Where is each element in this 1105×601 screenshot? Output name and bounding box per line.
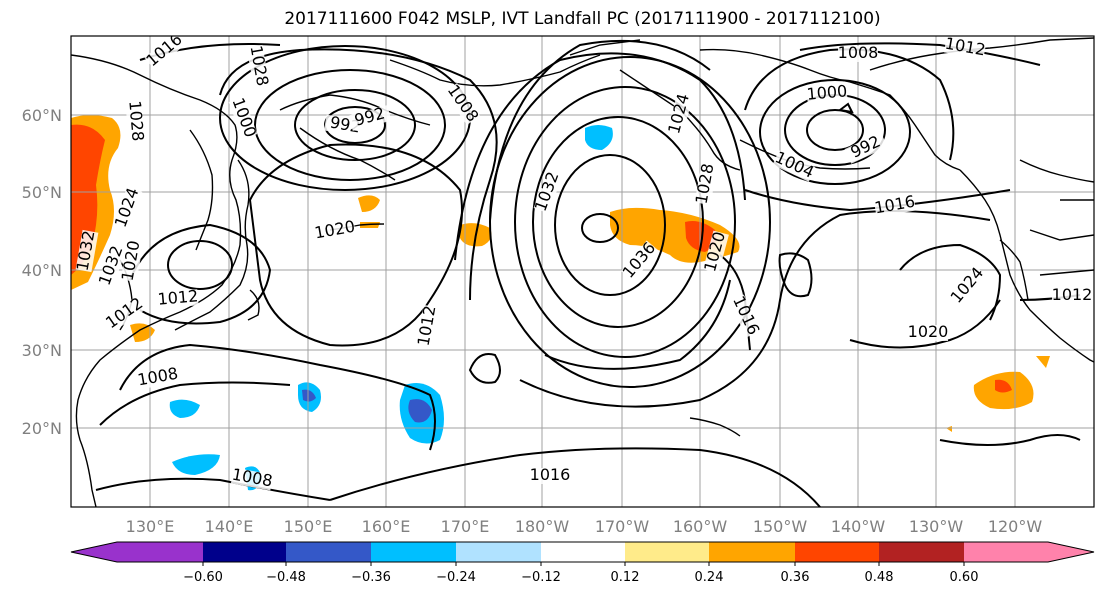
lon-tick-label: 170°W	[595, 517, 650, 536]
isobar-label-bg	[873, 194, 917, 218]
isobar-label: 1012	[157, 286, 199, 308]
lat-tick-label: 50°N	[22, 183, 62, 202]
isobar-label: 1020	[908, 322, 949, 341]
isobar-label-bg	[246, 44, 270, 88]
isobar-label-bg	[97, 244, 127, 288]
colorbar-segment	[371, 542, 456, 562]
latitude-labels: 60°N 50°N 40°N 30°N 20°N	[22, 106, 62, 438]
lat-tick-label: 30°N	[22, 341, 62, 360]
lon-tick-label: 130°E	[126, 517, 175, 536]
isobar-label-bg	[500, 0, 540, 4]
isobars	[95, 39, 1081, 507]
isobar-label-bg	[120, 239, 144, 283]
map-title: 2017111600 F042 MSLP, IVT Landfall PC (2…	[284, 9, 881, 29]
colorbar: −0.60 −0.48 −0.36 −0.24 −0.12 0.12 0.24 0.36 0.4…	[70, 541, 1095, 585]
lon-tick-label: 120°W	[988, 517, 1043, 536]
lat-tick-label: 20°N	[22, 419, 62, 438]
isobar-label-bg	[104, 295, 146, 333]
isobar-label-bg	[908, 325, 948, 341]
colorbar-segment	[795, 542, 879, 562]
isobar-label-bg	[480, 0, 520, 4]
isobar-label-bg	[230, 467, 274, 491]
isobar-label-bg	[228, 96, 258, 140]
isobar-label-bg	[533, 170, 563, 214]
lon-tick-label: 160°E	[362, 517, 411, 536]
isobar-label-bg	[416, 304, 440, 348]
isobar-label-bg	[530, 468, 570, 484]
lon-tick-label: 170°E	[441, 517, 490, 536]
colorbar-tick-label: −0.24	[436, 570, 476, 585]
isobar-label-bg	[621, 240, 659, 282]
lon-tick-label: 140°W	[831, 517, 886, 536]
isobar-label-bg	[1052, 288, 1092, 304]
map-frame	[70, 35, 1095, 508]
isobar-label-bg	[157, 289, 199, 309]
isobar-label-bg	[144, 36, 186, 70]
colorbar-segment	[71, 542, 203, 562]
isobar-label: 1012	[944, 34, 987, 60]
colorbar-tick-label: −0.36	[351, 570, 391, 585]
colorbar-segment	[879, 542, 964, 562]
lon-tick-label: 140°E	[205, 517, 254, 536]
colorbar-tick-label: 0.12	[611, 570, 640, 585]
longitude-labels: 130°E 140°E 150°E 160°E 170°E 180°W 170°W 160°W…	[126, 517, 1043, 536]
isobar-label-bg	[313, 219, 357, 243]
isobar-label-bg	[703, 230, 729, 274]
isobar-label-bg	[113, 186, 143, 230]
lon-tick-label: 160°W	[673, 517, 728, 536]
isobar-label-bg	[772, 150, 816, 182]
colorbar-tick-label: 0.24	[695, 570, 724, 585]
isobar-label-bg	[943, 36, 987, 60]
lat-tick-label: 40°N	[22, 261, 62, 280]
coastlines	[71, 37, 1094, 507]
isobar-label: 1028	[125, 100, 147, 142]
colorbar-segment	[203, 542, 286, 562]
isobar-label-bg	[694, 162, 718, 206]
isobar-label-bg	[729, 294, 761, 338]
lat-tick-label: 60°N	[22, 106, 62, 125]
colorbar-tick-label: −0.60	[183, 570, 223, 585]
map-background	[71, 36, 1094, 507]
colorbar-tick-label: 0.48	[865, 570, 894, 585]
colorbar-segment	[709, 542, 795, 562]
colorbar-tick-label: 0.60	[950, 570, 979, 585]
colorbar-segment	[541, 542, 625, 562]
colorbar-segment	[625, 542, 709, 562]
lon-tick-label: 180°W	[515, 517, 570, 536]
isobar-label-bg	[844, 132, 888, 164]
isobar-label: 1008	[480, 0, 521, 4]
isobar-label-bg	[136, 366, 180, 390]
isobar-label-bg	[667, 92, 693, 136]
lon-tick-label: 150°W	[753, 517, 808, 536]
isobar-label-bg	[949, 265, 987, 307]
isobar-label-bg	[75, 229, 99, 273]
colorbar-tick-label: 0.36	[781, 570, 810, 585]
colorbar-segment	[286, 542, 371, 562]
isobar-label-bg	[443, 83, 481, 125]
isobar-label-bg	[838, 46, 878, 62]
isobar-label: 1012	[1052, 285, 1093, 304]
colorbar-tick-label: −0.12	[521, 570, 561, 585]
colorbar-outline	[70, 541, 1095, 563]
colorbar-segment	[456, 542, 541, 562]
lon-tick-label: 130°W	[909, 517, 964, 536]
isobar-label: 1016	[500, 0, 541, 4]
isobar-label-bg	[348, 105, 392, 131]
isobar-label-bg	[806, 84, 848, 104]
isobar-label: 1008	[838, 43, 879, 62]
isobar-label-bg	[125, 100, 145, 142]
isobar-label: 1000	[806, 81, 848, 103]
colorbar-segment	[964, 542, 1094, 562]
lon-tick-label: 150°E	[284, 517, 333, 536]
isobar-label: 1016	[530, 465, 571, 484]
colorbar-tick-label: −0.48	[266, 570, 306, 585]
